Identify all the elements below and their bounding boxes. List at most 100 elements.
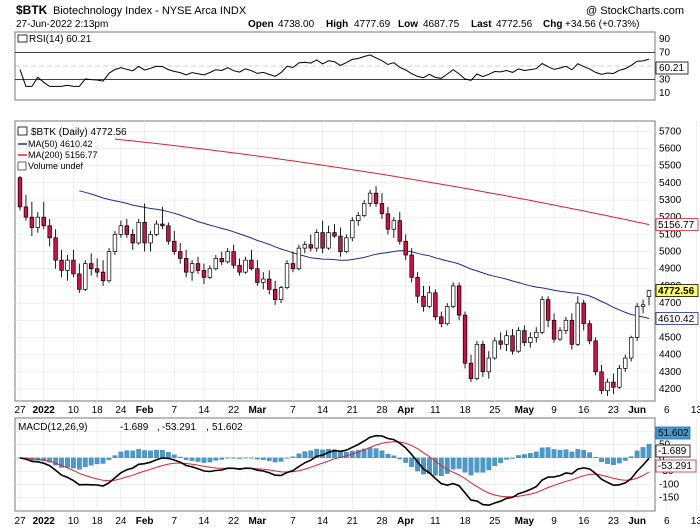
- last-price-tag: 4772.56: [655, 284, 699, 297]
- histogram-bar: [587, 452, 593, 459]
- date-tick-label: 18: [459, 405, 471, 416]
- candle: [385, 206, 391, 235]
- histogram-bar: [47, 457, 53, 463]
- histogram-bar: [260, 457, 266, 460]
- candle: [486, 351, 491, 379]
- ma200-tag-text: 5156.77: [658, 220, 695, 231]
- macd-legend-label: MACD(12,26,9): [18, 422, 87, 433]
- candle: [219, 251, 224, 266]
- date-axis-bottom: 27 2022 10 18 24 Feb 7 14 22 Mar 7 14 21 28 Apr 11 18 25 M…: [14, 516, 700, 527]
- candle: [83, 260, 88, 292]
- price-tick-label: 4700: [659, 298, 682, 309]
- chg-label: Chg: [543, 19, 562, 30]
- histogram-bar: [433, 457, 438, 476]
- candle: [462, 311, 468, 369]
- rsi-tick-label: 90: [659, 34, 671, 45]
- histogram-bar: [367, 447, 373, 459]
- histogram-bar: [219, 457, 225, 460]
- candle: [77, 263, 82, 293]
- histogram-bar: [59, 457, 64, 468]
- histogram-bar: [563, 449, 569, 459]
- candle: [379, 193, 385, 219]
- histogram-bar: [71, 457, 76, 469]
- date-tick-label: 16: [578, 405, 590, 416]
- date-tick-label: 16: [578, 516, 590, 527]
- candle: [421, 285, 426, 312]
- candle: [539, 296, 545, 335]
- date-tick-label: 7: [290, 516, 296, 527]
- candle: [450, 282, 456, 309]
- candle: [166, 222, 171, 245]
- date-tick-label: 23: [608, 405, 620, 416]
- date-tick-label: 22: [228, 405, 240, 416]
- histogram-bar: [314, 448, 320, 459]
- histogram-bar: [148, 450, 153, 459]
- candle: [231, 244, 236, 269]
- date-tick-label: Mar: [248, 516, 266, 527]
- histogram-bar: [296, 453, 302, 459]
- histogram-bar: [498, 457, 504, 463]
- histogram-bar: [332, 449, 337, 459]
- date-tick-label: 9: [551, 516, 557, 527]
- candle: [326, 225, 331, 250]
- date-tick-label: 11: [430, 516, 441, 527]
- date-tick-label: 14: [198, 405, 210, 416]
- candle: [189, 260, 195, 281]
- histogram-bar: [616, 457, 622, 464]
- candle: [415, 272, 420, 304]
- date-tick-label: 7: [172, 405, 178, 416]
- candle: [593, 337, 598, 376]
- histogram-bar: [634, 450, 640, 459]
- date-tick-label: Feb: [136, 516, 154, 527]
- candle: [296, 244, 302, 271]
- candle: [545, 296, 551, 328]
- candle: [124, 218, 130, 238]
- candle: [136, 218, 141, 245]
- candle: [403, 234, 408, 261]
- candle: [356, 212, 361, 226]
- histogram-bar: [450, 457, 456, 470]
- histogram-bar: [183, 457, 189, 460]
- candle: [427, 285, 432, 309]
- price-tick-label: 4400: [659, 350, 682, 361]
- histogram-bar: [278, 457, 284, 462]
- date-tick-label: 24: [115, 405, 127, 416]
- histogram-bar: [444, 457, 450, 474]
- candle: [142, 203, 147, 252]
- candle: [617, 364, 622, 389]
- ma50-legend: MA(50) 4610.42: [28, 139, 93, 149]
- histogram-bar: [124, 450, 130, 459]
- candle: [391, 217, 397, 238]
- candle: [29, 201, 35, 237]
- candle: [373, 186, 379, 207]
- macd-value-tag: -1.689: [655, 444, 691, 458]
- date-tick-label: 27: [14, 405, 26, 416]
- histogram-bar: [361, 448, 367, 459]
- candle: [397, 212, 402, 245]
- histogram-bar: [65, 457, 70, 468]
- rsi-panel: 9070503010 RSI(14) 60.21 60.21: [14, 31, 689, 101]
- last-price-tag-text: 4772.56: [658, 286, 695, 297]
- ma200-line: [114, 138, 650, 226]
- volume-legend: Volume undef: [28, 161, 84, 171]
- histogram-bar: [480, 457, 486, 473]
- histogram-bar: [308, 450, 314, 459]
- histogram-bar: [177, 456, 183, 459]
- candle: [130, 229, 135, 250]
- histogram-bar: [385, 453, 391, 459]
- date-tick-label: 28: [376, 405, 388, 416]
- histogram-bar: [237, 457, 242, 459]
- date-tick-label: 6: [664, 516, 670, 527]
- histogram-bar: [154, 449, 159, 459]
- price-tick-label: 5200: [659, 212, 682, 223]
- histogram-bar: [284, 457, 290, 459]
- date-tick-label: 28: [376, 516, 388, 527]
- candle: [367, 189, 373, 207]
- candle: [611, 373, 616, 395]
- macd-tick-label: -150: [659, 493, 679, 504]
- candle: [94, 258, 100, 278]
- date-tick-label: 13: [691, 516, 700, 527]
- macd-value-tag-text: -1.689: [658, 446, 687, 457]
- candle: [53, 229, 58, 269]
